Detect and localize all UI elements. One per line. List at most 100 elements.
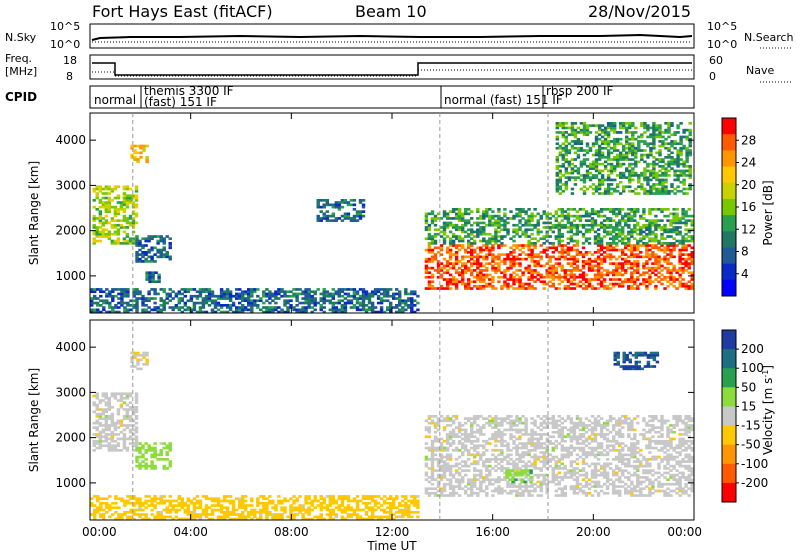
power-cell-r5	[301, 302, 304, 305]
velocity-cell-r0	[108, 433, 111, 436]
power-cell-r5	[277, 288, 280, 291]
power-cell-r6	[518, 249, 521, 252]
power-cell-r6	[482, 276, 485, 279]
power-cell-r5	[347, 302, 350, 305]
power-cell-r6	[636, 278, 639, 281]
power-cell-r6	[663, 267, 666, 270]
power-cell-r7	[564, 224, 567, 227]
power-cell-r6	[452, 283, 455, 286]
power-cell-r7	[597, 228, 600, 231]
velocity-cell-r3	[184, 509, 187, 512]
power-cell-r5	[163, 299, 166, 302]
velocity-cell-r0	[135, 440, 138, 443]
power-cell-r8	[628, 149, 631, 152]
power-cell-r7	[576, 242, 579, 245]
power-cell-r6	[567, 251, 570, 254]
power-cell-r8	[679, 147, 682, 150]
power-cell-r5	[265, 288, 268, 291]
power-cell-r5	[344, 309, 347, 312]
power-cell-r8	[613, 122, 616, 125]
power-cell-r8	[637, 140, 640, 143]
power-cell-r6	[540, 274, 543, 277]
velocity-cell-r4	[428, 476, 431, 479]
velocity-cell-r3	[320, 516, 323, 519]
power-cell-r6	[654, 260, 657, 263]
velocity-cell-r3	[365, 504, 368, 507]
power-cell-r5	[153, 309, 156, 312]
power-cell-r7	[600, 222, 603, 225]
power-cell-r6	[470, 262, 473, 265]
velocity-cell-r4	[446, 442, 449, 445]
velocity-cell-r3	[238, 513, 241, 516]
power-cell-r4	[341, 206, 344, 209]
power-cell-r0	[102, 197, 105, 200]
power-cell-r7	[591, 228, 594, 231]
velocity-cell-r3	[413, 504, 416, 507]
power-cell-r8	[580, 179, 583, 182]
power-cell-r5	[247, 309, 250, 312]
velocity-cell-r4	[443, 483, 446, 486]
power-cell-r6	[524, 283, 527, 286]
power-cell-r7	[615, 235, 618, 238]
power-cell-r8	[667, 174, 670, 177]
velocity-cell-r4	[443, 467, 446, 470]
power-cell-r6	[527, 278, 530, 281]
power-cell-r7	[630, 228, 633, 231]
power-cell-r5	[271, 299, 274, 302]
power-cell-r7	[530, 237, 533, 240]
velocity-cell-r4	[428, 458, 431, 461]
power-cell-r8	[601, 147, 604, 150]
power-cell-r7	[645, 224, 648, 227]
power-cell-r5	[380, 306, 383, 309]
power-cell-r6	[464, 262, 467, 265]
velocity-cell-r3	[223, 497, 226, 500]
velocity-cell-r3	[277, 500, 280, 503]
velocity-cell-r3	[401, 511, 404, 514]
velocity-cell-r3	[244, 495, 247, 498]
power-cell-r8	[634, 161, 637, 164]
power-cell-r5	[256, 299, 259, 302]
power-cell-r7	[675, 215, 678, 218]
power-cell-r7	[651, 233, 654, 236]
velocity-cell-r3	[301, 509, 304, 512]
power-cell-r6	[688, 265, 691, 268]
power-cell-r5	[365, 297, 368, 300]
power-cell-r5	[304, 309, 307, 312]
power-cell-r8	[580, 163, 583, 166]
power-cell-r8	[661, 158, 664, 161]
power-cell-r0	[99, 215, 102, 218]
power-cell-r8	[679, 136, 682, 139]
velocity-cell-r0	[99, 417, 102, 420]
power-cell-r6	[494, 271, 497, 274]
velocity-cell-r4	[428, 487, 431, 490]
power-cell-r8	[565, 185, 568, 188]
power-cell-r8	[640, 183, 643, 186]
power-cell-r8	[592, 167, 595, 170]
power-cell-r6	[530, 260, 533, 263]
power-cell-r7	[627, 208, 630, 211]
power-cell-r5	[190, 295, 193, 298]
power-cell-r5	[356, 290, 359, 293]
velocity-cell-r2	[163, 458, 166, 461]
power-cell-r1	[136, 152, 139, 155]
power-cell-r8	[610, 140, 613, 143]
power-cell-r8	[586, 165, 589, 168]
power-cell-r7	[654, 222, 657, 225]
velocity-cell-r0	[129, 442, 132, 445]
velocity-cell-r0	[135, 395, 138, 398]
power-cell-r5	[341, 295, 344, 298]
freq-tick-top: 18	[63, 54, 77, 67]
power-cell-r7	[455, 213, 458, 216]
power-cell-r6	[497, 247, 500, 250]
power-cell-r8	[655, 183, 658, 186]
power-cell-r7	[597, 233, 600, 236]
power-cell-r5	[311, 302, 314, 305]
velocity-cell-r3	[126, 495, 129, 498]
power-cell-r5	[304, 302, 307, 305]
power-cell-r8	[682, 188, 685, 191]
power-cell-r6	[688, 262, 691, 265]
power-cell-r6	[564, 278, 567, 281]
power-cell-r6	[555, 247, 558, 250]
power-cell-r6	[645, 251, 648, 254]
velocity-cell-r3	[304, 502, 307, 505]
